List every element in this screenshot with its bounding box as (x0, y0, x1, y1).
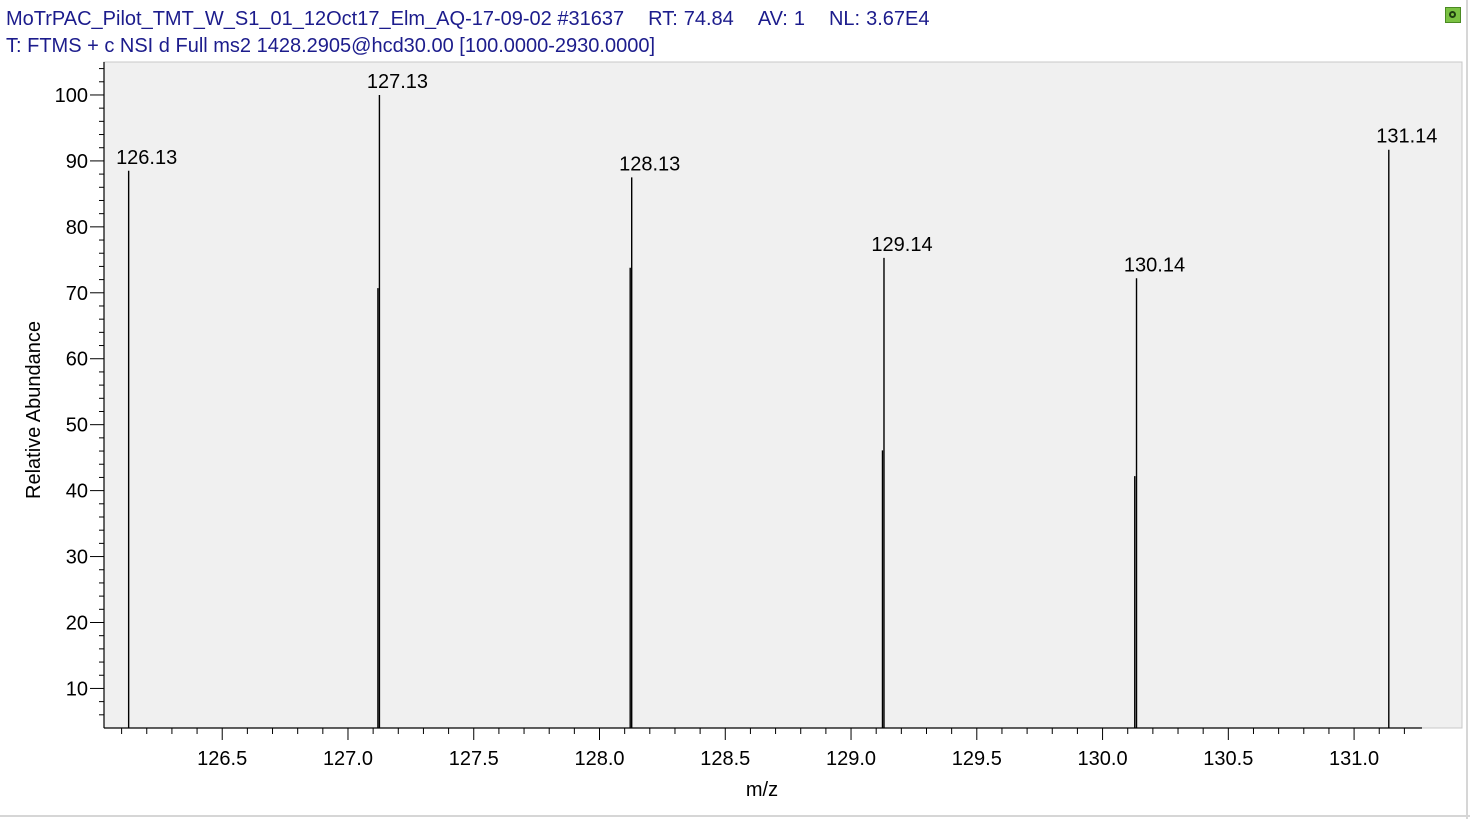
rt-label: RT: (648, 8, 678, 30)
peak-label: 127.13 (367, 71, 428, 93)
peaks-layer (127, 94, 1390, 728)
peak-label: 129.14 (871, 234, 932, 256)
plot-area[interactable] (103, 61, 1463, 729)
x-tick-label: 130.0 (1078, 748, 1128, 770)
peak-label: 128.13 (619, 153, 680, 175)
x-tick-label: 129.0 (826, 748, 876, 770)
x-tick-label: 128.5 (700, 748, 750, 770)
av-label: AV: (757, 8, 788, 30)
scan-number: #31637 (557, 8, 625, 30)
nl-value: 3.67E4 (866, 8, 930, 30)
x-tick-label: 130.5 (1203, 748, 1253, 770)
axes-layer: 10 20 30 40 50 60 70 80 90 100 126.5 127.0 127.5 128.… (55, 62, 1422, 770)
y-tick-label: 80 (66, 217, 88, 239)
x-tick-label: 131.0 (1329, 748, 1379, 770)
header-line-1: MoTrPAC_Pilot_TMT_W_S1_01_12Oct17_Elm_AQ… (6, 7, 929, 31)
x-tick-label: 128.0 (574, 748, 624, 770)
y-tick-label: 50 (66, 415, 88, 437)
av-value: 1 (793, 8, 805, 30)
y-tick-label: 100 (55, 85, 88, 107)
y-tick-label: 90 (66, 151, 88, 173)
peak-label: 126.13 (116, 147, 177, 169)
x-tick-label: 129.5 (952, 748, 1002, 770)
rt-value: 74.84 (683, 8, 734, 30)
peak-labels-layer: 126.13 127.13 128.13 129.14 130.14 131.14 (116, 71, 1437, 276)
frame-border-bottom (0, 815, 1470, 817)
y-tick-label: 40 (66, 481, 88, 503)
pin-icon[interactable] (1445, 7, 1461, 23)
x-tick-label: 127.0 (323, 748, 373, 770)
x-tick-label: 126.5 (197, 748, 247, 770)
y-tick-label: 20 (66, 612, 88, 634)
y-axis-title: Relative Abundance (23, 321, 45, 499)
y-tick-label: 70 (66, 283, 88, 305)
nl-label: NL: (828, 8, 861, 30)
peak-label: 131.14 (1376, 126, 1437, 148)
y-tick-label: 10 (66, 678, 88, 700)
y-tick-label: 60 (66, 349, 88, 371)
frame-border-right (1466, 0, 1468, 819)
scan-filter: T: FTMS + c NSI d Full ms2 1428.2905@hcd… (6, 35, 656, 57)
x-tick-label: 127.5 (449, 748, 499, 770)
peak-label: 130.14 (1124, 254, 1185, 276)
file-name: MoTrPAC_Pilot_TMT_W_S1_01_12Oct17_Elm_AQ… (6, 8, 552, 30)
x-axis-title: m/z (746, 779, 778, 801)
y-tick-label: 30 (66, 547, 88, 569)
